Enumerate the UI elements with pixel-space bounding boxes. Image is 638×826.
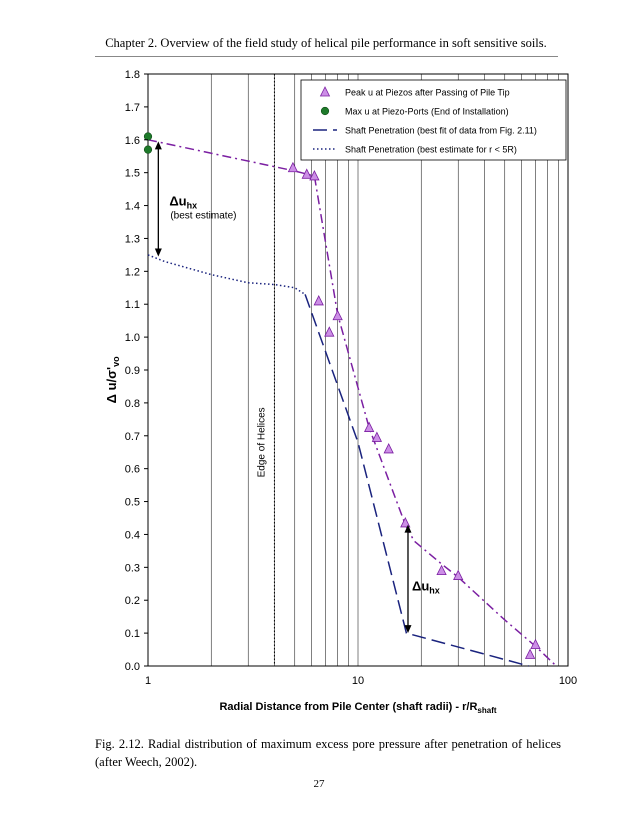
- series-markers: [143, 132, 541, 659]
- peak-u-marker: [363, 421, 375, 432]
- delta-bottom-arrow-head-top: [404, 524, 412, 533]
- y-tick-label: 0.7: [125, 431, 140, 443]
- peak-u-marker: [301, 168, 312, 179]
- y-tick-label: 1.8: [125, 69, 140, 81]
- delta-top-label: Δuhx: [169, 194, 197, 211]
- page-header: Chapter 2. Overview of the field study o…: [105, 36, 547, 50]
- y-tick-label: 1.7: [125, 102, 140, 114]
- peak-u-marker: [324, 326, 335, 337]
- y-axis-title: Δ u/σ'vo: [104, 356, 121, 404]
- x-tick-label: 1: [145, 675, 151, 687]
- y-tick-label: 0.2: [125, 595, 140, 607]
- peak-u-marker: [524, 648, 536, 659]
- y-tick-label: 1.5: [125, 168, 140, 180]
- y-tick-label: 1.3: [125, 233, 140, 245]
- delta-bottom-arrow-head-bottom: [404, 625, 412, 634]
- y-tick-label: 0.6: [125, 464, 140, 476]
- max-u-marker: [143, 132, 153, 141]
- edge-of-helices-label: Edge of Helices: [256, 407, 267, 477]
- peak-u-marker: [453, 569, 464, 580]
- series-line: [147, 139, 557, 667]
- max-u-marker: [143, 145, 153, 154]
- chart-frame: Edge of Helices 0.0 0.1 0.2 0.3 0.4 0.5 0.6 0.7…: [96, 66, 584, 726]
- y-tick-label: 1.4: [125, 201, 140, 213]
- y-tick-label: 1.2: [125, 266, 140, 278]
- legend-entry: Max u at Piezo-Ports (End of Installatio…: [345, 107, 509, 117]
- y-tick-label: 0.5: [125, 497, 140, 509]
- delta-bottom-label: Δuhx: [412, 578, 440, 595]
- legend-entry: Shaft Penetration (best estimate for r <…: [345, 145, 517, 155]
- y-tick-label: 1.1: [125, 299, 140, 311]
- header-rule: [95, 56, 558, 57]
- axis-titles: Radial Distance from Pile Center (shaft …: [104, 356, 497, 715]
- y-tick-label: 0.8: [125, 398, 140, 410]
- axis-ticks: 0.0 0.1 0.2 0.3 0.4 0.5 0.6 0.7 0.8 0.9 1.0 1.1 1.2 1…: [125, 69, 577, 687]
- series-line: [304, 294, 529, 667]
- peak-u-marker: [383, 443, 394, 454]
- x-axis-title: Radial Distance from Pile Center (shaft …: [219, 701, 496, 715]
- legend: Peak u at Piezos after Passing of Pile T…: [300, 79, 567, 161]
- y-tick-label: 0.9: [125, 365, 140, 377]
- delta-top-note: (best estimate): [170, 211, 236, 222]
- series-line: [147, 254, 306, 296]
- peak-u-marker: [309, 170, 320, 181]
- peak-u-marker: [400, 517, 411, 528]
- edge-of-helices-marker: Edge of Helices: [256, 74, 275, 666]
- x-tick-label: 100: [559, 675, 577, 687]
- chart: Edge of Helices 0.0 0.1 0.2 0.3 0.4 0.5 0.6 0.7…: [104, 69, 577, 715]
- legend-entry: Peak u at Piezos after Passing of Pile T…: [345, 88, 510, 98]
- page-number: 27: [313, 778, 325, 790]
- x-tick-label: 10: [352, 675, 364, 687]
- annotations: Δuhx(best estimate)Δuhx: [154, 141, 440, 634]
- legend-box: [300, 79, 567, 161]
- delta-top-arrow-head-bottom: [154, 248, 162, 257]
- figure-caption: Fig. 2.12. Radial distribution of maximu…: [95, 737, 561, 769]
- y-tick-label: 0.0: [125, 661, 140, 673]
- legend-entry: Shaft Penetration (best fit of data from…: [345, 126, 537, 136]
- peak-u-marker: [371, 431, 383, 442]
- y-tick-label: 0.4: [125, 529, 140, 541]
- peak-u-marker: [332, 309, 343, 321]
- grid: [210, 74, 559, 666]
- legend-marker: [319, 86, 331, 97]
- peak-u-marker: [313, 295, 324, 306]
- y-tick-label: 1.6: [125, 135, 140, 147]
- y-tick-label: 1.0: [125, 332, 140, 344]
- peak-u-marker: [287, 161, 299, 173]
- peak-u-marker: [530, 638, 541, 650]
- y-tick-label: 0.3: [125, 562, 140, 574]
- peak-u-marker: [436, 564, 447, 576]
- legend-marker: [320, 106, 330, 116]
- delta-top-arrow-head-top: [154, 141, 162, 150]
- series-lines: [147, 139, 557, 667]
- y-tick-label: 0.1: [125, 628, 140, 640]
